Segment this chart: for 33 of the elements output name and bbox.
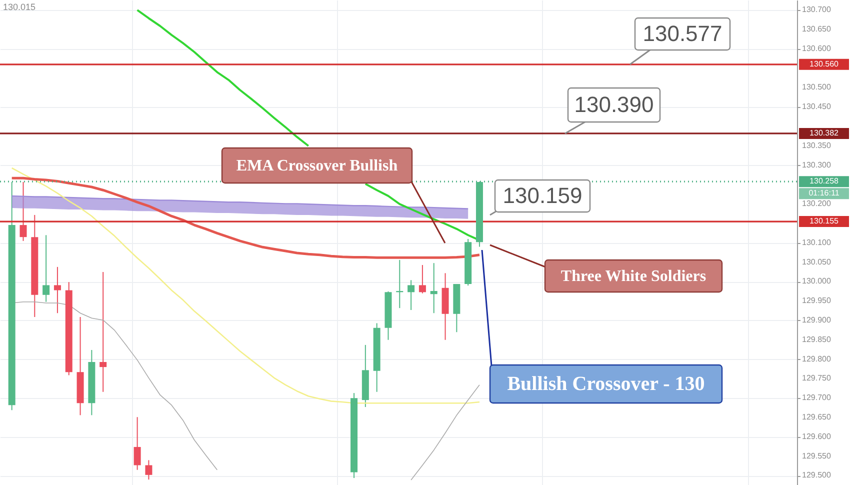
y-tick-label: 130.450 [802, 102, 832, 112]
y-tick-label: 130.650 [802, 24, 832, 34]
y-tick-label: 130.200 [802, 199, 832, 208]
y-tick-label: 130.100 [802, 238, 832, 247]
y-tick-label: 129.700 [802, 393, 832, 402]
annotation: 130.015 [3, 2, 36, 12]
y-tick-label: 129.650 [802, 412, 832, 422]
y-tick-label: 129.850 [802, 334, 832, 344]
y-tick-label: 129.550 [802, 451, 832, 460]
y-tick-label: 130.000 [802, 276, 832, 286]
y-tick-label: 129.950 [802, 296, 832, 306]
y-tick-label: 130.600 [802, 44, 832, 53]
ref-line-label: 130.155 [810, 216, 840, 226]
annotation: 130.159 [502, 183, 582, 208]
annotation: 130.577 [642, 21, 722, 46]
annotation: Three White Soldiers [560, 268, 706, 285]
y-tick-label: 130.050 [802, 257, 832, 266]
y-tick-label: 129.900 [802, 315, 832, 324]
y-tick-label: 130.300 [802, 160, 832, 170]
ref-line-label: 130.258 [810, 176, 840, 186]
annotation: EMA Crossover Bullish [236, 158, 398, 174]
y-tick-label: 129.500 [802, 470, 832, 480]
y-tick-label: 130.700 [802, 5, 832, 14]
ref-line-label: 130.382 [810, 128, 840, 138]
y-tick-label: 130.350 [802, 140, 832, 150]
y-tick-label: 130.500 [802, 82, 832, 92]
y-tick-label: 129.750 [802, 374, 832, 383]
ref-line-label: 130.560 [810, 59, 840, 68]
y-tick-label: 129.800 [802, 354, 832, 364]
annotation: 130.390 [574, 92, 654, 117]
y-tick-label: 129.600 [802, 432, 832, 441]
annotation: Bullish Crossover - 130 [507, 373, 705, 395]
text: 01:16:11 [808, 188, 840, 198]
